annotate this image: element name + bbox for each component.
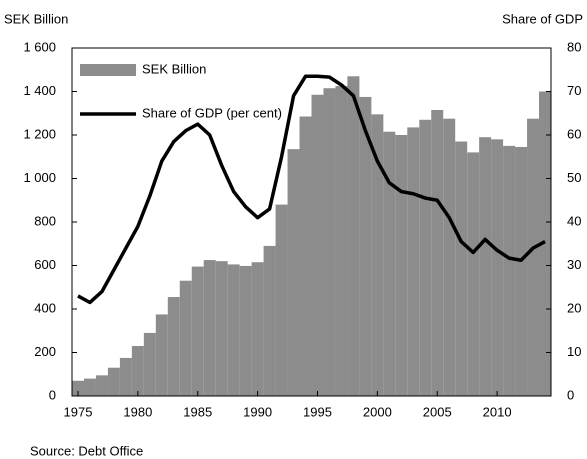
x-tick-label: 1975 [64, 404, 93, 419]
bar [95, 375, 108, 396]
bar [83, 378, 96, 396]
x-tick-label: 1995 [303, 404, 332, 419]
bar [479, 137, 492, 397]
y2-tick-label: 30 [567, 257, 581, 272]
bar [323, 88, 336, 397]
y-tick-label: 1 600 [23, 39, 56, 54]
x-tick-label: 2010 [483, 404, 512, 419]
bar [455, 141, 468, 396]
bar [167, 297, 180, 396]
bar [443, 118, 456, 396]
bar [275, 204, 288, 396]
bar [179, 280, 192, 396]
bar [107, 367, 120, 396]
bar [72, 380, 84, 396]
bar [383, 131, 396, 397]
y-tick-label: 400 [34, 300, 56, 315]
bar [419, 119, 432, 397]
x-tick-label: 2005 [423, 404, 452, 419]
bar [431, 109, 444, 397]
x-tick-label: 1980 [123, 404, 152, 419]
y-tick-label: 800 [34, 213, 56, 228]
bar [467, 152, 480, 396]
y2-tick-label: 60 [567, 126, 581, 141]
bar [503, 145, 516, 396]
bar [227, 264, 240, 396]
bar [251, 262, 264, 396]
bar [131, 345, 144, 396]
y2-tick-label: 70 [567, 83, 581, 98]
bar [263, 245, 276, 396]
bar [155, 314, 168, 396]
x-tick-label: 2000 [363, 404, 392, 419]
bar [191, 266, 204, 396]
y-axis-title: SEK Billion [4, 11, 68, 26]
bar [347, 76, 360, 397]
y2-tick-label: 50 [567, 170, 581, 185]
bar [311, 94, 324, 396]
y-tick-label: 0 [49, 387, 56, 402]
legend-swatch [80, 64, 136, 76]
bar [203, 260, 216, 396]
bar [515, 146, 528, 396]
bar [395, 135, 408, 396]
bar [287, 149, 300, 396]
bar [119, 357, 132, 396]
y2-tick-label: 0 [567, 387, 574, 402]
y-tick-label: 200 [34, 344, 56, 359]
y2-tick-label: 40 [567, 213, 581, 228]
y-tick-label: 600 [34, 257, 56, 272]
line [77, 74, 546, 305]
legend-label: SEK Billion [142, 61, 206, 76]
legend-label: Share of GDP (per cent) [142, 105, 282, 120]
x-tick-label: 1990 [243, 404, 272, 419]
source: Source: Debt Office [30, 443, 143, 458]
bar [335, 86, 348, 396]
bar [491, 139, 504, 396]
y-tick-label: 1 400 [23, 83, 56, 98]
bar [539, 91, 551, 396]
bar [143, 332, 156, 396]
y-tick-label: 1 200 [23, 126, 56, 141]
y2-tick-label: 80 [567, 39, 581, 54]
bar [407, 127, 420, 396]
bar [527, 118, 540, 396]
y-tick-label: 1 000 [23, 170, 56, 185]
y2-axis-title: Share of GDP [502, 11, 583, 26]
y2-tick-label: 10 [567, 344, 581, 359]
bar [359, 96, 372, 396]
bar [215, 261, 228, 396]
y2-tick-label: 20 [567, 300, 581, 315]
bar [299, 116, 312, 396]
x-tick-label: 1985 [183, 404, 212, 419]
bar [371, 114, 384, 397]
bar [239, 265, 252, 396]
